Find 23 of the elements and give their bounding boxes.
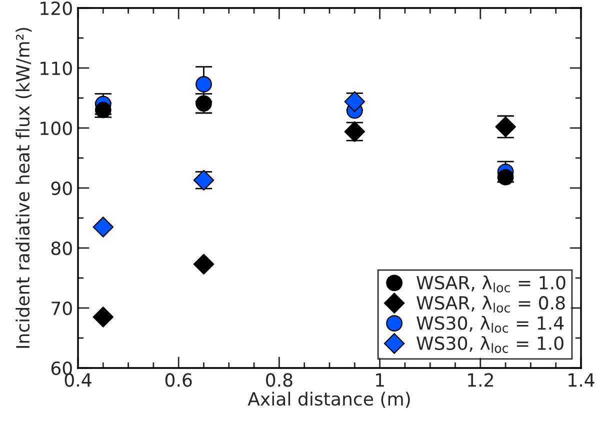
y-tick-label: 80 <box>51 241 72 256</box>
x-tick-label: 1.4 <box>568 373 594 387</box>
x-tick-label: 1 <box>376 373 384 387</box>
x-tick-label: 1.2 <box>468 373 493 387</box>
y-tick-label: 110 <box>40 61 72 76</box>
legend-label: WSAR, λ$_{loc}$ = 1.0 <box>416 276 566 292</box>
y-tick-label: 60 <box>51 361 72 376</box>
point <box>92 306 114 328</box>
legend-label: WSAR, λ$_{loc}$ = 0.8 <box>416 296 565 313</box>
legend-label: WS30, λ$_{loc}$ = 1.0 <box>416 336 564 353</box>
legend-label: WS30, λ$_{loc}$ = 1.4 <box>416 316 564 333</box>
y-tick-label: 90 <box>51 181 72 196</box>
x-tick-label: 0.6 <box>165 373 192 387</box>
y-axis-title: Incident radiative heat flux (kW/m²) <box>16 28 32 348</box>
point <box>196 76 212 92</box>
point <box>92 216 114 238</box>
y-tick-label: 70 <box>52 301 72 316</box>
y-tick-label: 100 <box>40 121 72 136</box>
x-tick-label: 0.8 <box>266 373 292 387</box>
x-tick-label: 0.4 <box>64 373 92 387</box>
point <box>193 254 214 275</box>
y-tick-label: 120 <box>40 1 72 16</box>
x-axis-title: Axial distance (m) <box>248 392 410 408</box>
